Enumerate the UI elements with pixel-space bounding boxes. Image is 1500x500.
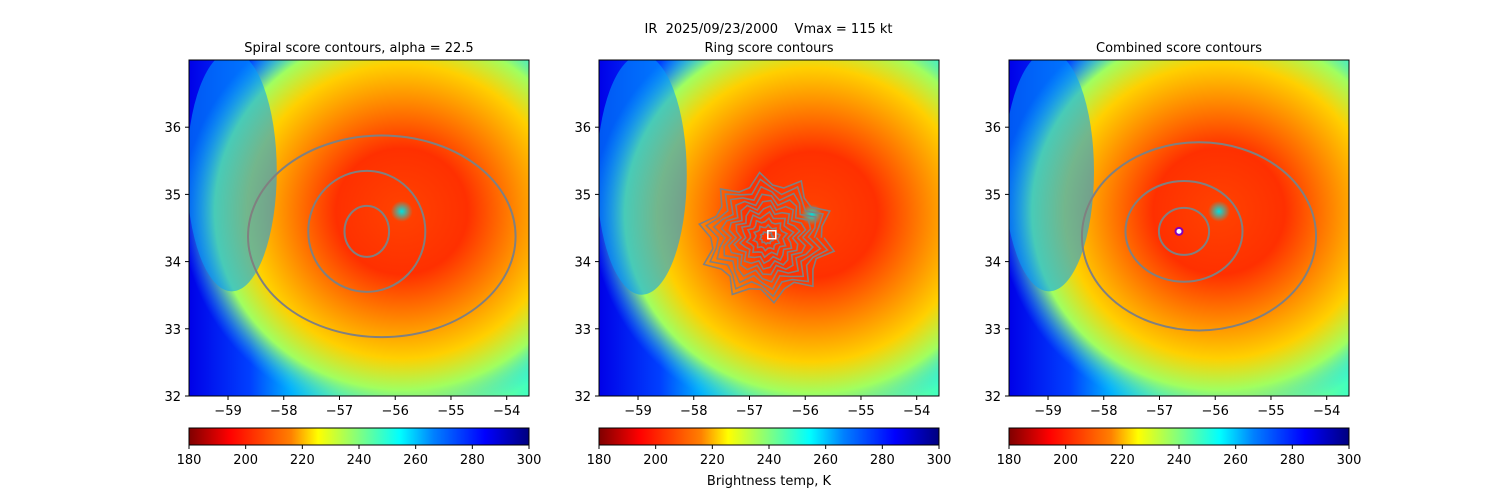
clear-band xyxy=(599,60,687,295)
clear-band xyxy=(1009,60,1094,292)
center-marker-circle xyxy=(1174,226,1184,236)
x-tick-label: −58 xyxy=(1090,404,1117,419)
y-tick-label: 34 xyxy=(164,256,181,271)
colorbar-tick-label: 260 xyxy=(813,453,838,468)
colorbar-tick-label: 300 xyxy=(927,453,952,468)
y-tick-label: 33 xyxy=(164,323,181,338)
ir-image xyxy=(599,60,939,396)
ir-image xyxy=(1009,60,1349,396)
x-tick-label: −54 xyxy=(1313,404,1340,419)
panel-2: Ring score contours −59 −58 −57 −56 −55 −54 32 3… xyxy=(574,41,940,419)
colorbar-tick-label: 240 xyxy=(347,453,372,468)
panel-frame xyxy=(1008,59,1350,397)
colorbar-tick-label: 240 xyxy=(1167,453,1192,468)
colorbar-3: 180 200 220 240 260 280 300 xyxy=(997,427,1362,468)
colorbar-label: Brightness temp, K xyxy=(707,474,832,489)
x-tick-label: −55 xyxy=(437,404,464,419)
contour-outer-spiral xyxy=(247,134,517,339)
x-tick-label: −57 xyxy=(326,404,353,419)
panel-frame xyxy=(188,59,530,397)
panel-title: Ring score contours xyxy=(704,41,833,56)
colorbar-tick-label: 200 xyxy=(1053,453,1078,468)
x-tick-label: −55 xyxy=(1257,404,1284,419)
colorbar-tick-label: 280 xyxy=(870,453,895,468)
colorbar-tick-label: 280 xyxy=(460,453,485,468)
colorbar-tick-label: 300 xyxy=(517,453,542,468)
contour-middle-ring xyxy=(307,169,427,293)
x-tick-label: −54 xyxy=(903,404,930,419)
x-tick-label: −57 xyxy=(1146,404,1173,419)
x-tick-label: −56 xyxy=(792,404,819,419)
center-marker-square xyxy=(767,229,777,240)
x-tick-label: −55 xyxy=(847,404,874,419)
colorbar-tick-label: 260 xyxy=(1223,453,1248,468)
colorbar-tick-label: 200 xyxy=(643,453,668,468)
contour-inner-ring xyxy=(343,204,391,258)
colorbar-1: 180 200 220 240 260 280 300 xyxy=(177,427,542,468)
colorbar-tick-label: 200 xyxy=(233,453,258,468)
y-tick-label: 36 xyxy=(164,121,181,136)
y-tick-label: 34 xyxy=(984,256,1001,271)
x-tick-label: −58 xyxy=(270,404,297,419)
y-tick-label: 34 xyxy=(574,256,591,271)
x-tick-label: −54 xyxy=(493,404,520,419)
panel-3: Combined score contours −59 −58 −57 −56 −55 −5… xyxy=(984,41,1350,419)
x-tick-label: −56 xyxy=(1202,404,1229,419)
x-tick-label: −58 xyxy=(680,404,707,419)
contour-middle-ring xyxy=(1124,179,1244,283)
ring-contour-cluster xyxy=(698,171,836,305)
colorbar-gradient xyxy=(188,427,530,446)
panel-title: Spiral score contours, alpha = 22.5 xyxy=(244,41,473,56)
y-tick-label: 35 xyxy=(574,188,591,203)
x-tick-label: −59 xyxy=(624,404,651,419)
colorbar-tick-label: 180 xyxy=(587,453,612,468)
panel-1: Spiral score contours, alpha = 22.5 −59 −5… xyxy=(164,41,530,419)
contour-outer-ring xyxy=(1080,141,1318,332)
y-tick-label: 32 xyxy=(574,390,591,405)
colorbar-tick-label: 300 xyxy=(1337,453,1362,468)
colorbar-gradient xyxy=(598,427,940,446)
colorbar-tick-label: 180 xyxy=(997,453,1022,468)
y-tick-label: 35 xyxy=(984,188,1001,203)
colorbar-tick-label: 180 xyxy=(177,453,202,468)
ir-image xyxy=(189,60,529,396)
panel-title: Combined score contours xyxy=(1096,41,1262,56)
clear-band xyxy=(189,60,277,292)
y-tick-label: 33 xyxy=(574,323,591,338)
colorbar-gradient xyxy=(1008,427,1350,446)
y-tick-label: 32 xyxy=(164,390,181,405)
panel-frame xyxy=(598,59,940,397)
colorbar-tick-label: 220 xyxy=(1110,453,1135,468)
y-tick-label: 36 xyxy=(574,121,591,136)
x-tick-label: −59 xyxy=(1034,404,1061,419)
x-tick-label: −59 xyxy=(214,404,241,419)
colorbar-tick-label: 240 xyxy=(757,453,782,468)
colorbar-2: 180 200 220 240 260 280 300 xyxy=(587,427,952,468)
y-tick-label: 33 xyxy=(984,323,1001,338)
x-tick-label: −56 xyxy=(382,404,409,419)
y-tick-label: 32 xyxy=(984,390,1001,405)
colorbar-tick-label: 220 xyxy=(290,453,315,468)
colorbar-tick-label: 260 xyxy=(403,453,428,468)
y-tick-label: 35 xyxy=(164,188,181,203)
colorbar-tick-label: 220 xyxy=(700,453,725,468)
contour-inner-ring xyxy=(1157,206,1211,256)
y-tick-label: 36 xyxy=(984,121,1001,136)
x-tick-label: −57 xyxy=(736,404,763,419)
colorbar-tick-label: 280 xyxy=(1280,453,1305,468)
figure-suptitle: IR 2025/09/23/2000 Vmax = 115 kt xyxy=(644,22,893,37)
